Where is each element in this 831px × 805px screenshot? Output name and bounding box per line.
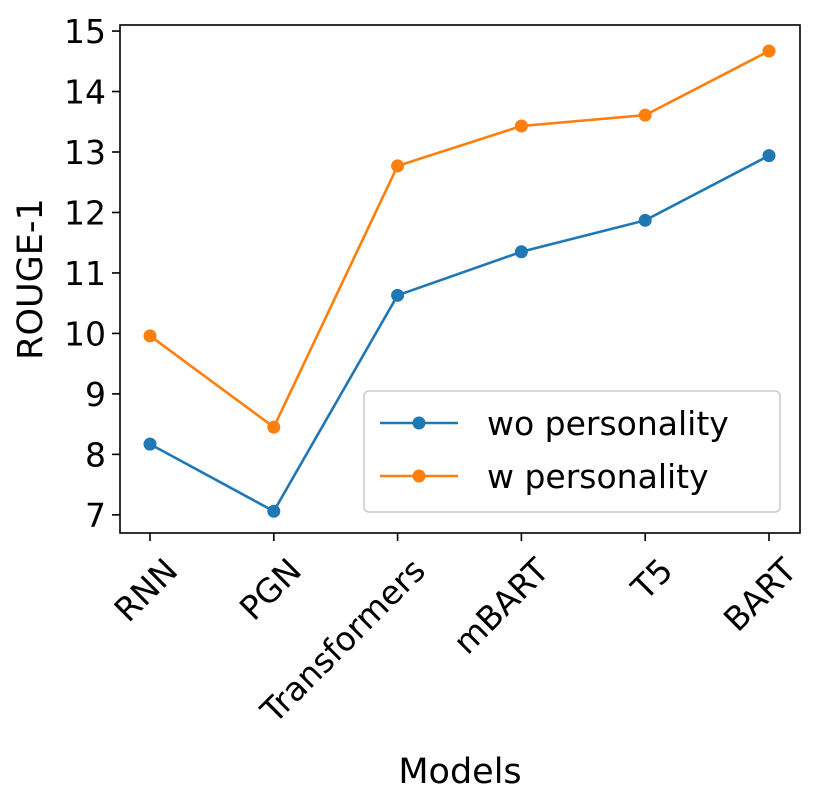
x-tick-label: mBART (446, 550, 558, 662)
data-point (762, 149, 776, 163)
y-tick-label: 12 (64, 193, 106, 232)
x-tick-label: PGN (232, 551, 309, 628)
x-axis-label: Models (398, 752, 521, 792)
data-point (267, 504, 281, 518)
data-point (762, 44, 776, 58)
y-tick-label: 11 (64, 254, 106, 293)
series-1 (143, 44, 776, 434)
data-point (514, 119, 528, 133)
y-tick-label: 15 (64, 12, 106, 51)
legend-label: wo personality (487, 404, 729, 443)
y-axis-label: ROUGE-1 (11, 198, 51, 360)
x-tick-label: T5 (623, 551, 680, 608)
x-tick-label: BART (716, 550, 805, 639)
y-tick-label: 13 (64, 133, 106, 172)
series-line (149, 154, 770, 513)
data-point (143, 329, 157, 343)
y-tick-label: 14 (64, 73, 106, 112)
legend-label: w personality (487, 457, 709, 496)
data-point (267, 420, 281, 434)
series-0 (143, 149, 776, 518)
y-axis-ticks: 7 8 9 10 11 12 13 14 15 (64, 12, 120, 535)
data-point (638, 108, 652, 122)
legend: wo personality w personality (363, 390, 781, 513)
data-point (391, 288, 405, 302)
legend-marker (412, 469, 426, 483)
y-tick-label: 10 (64, 314, 106, 353)
series-layer (143, 44, 776, 518)
data-point (391, 159, 405, 173)
plot-frame (119, 24, 801, 534)
data-point (143, 437, 157, 451)
series-line (149, 49, 770, 430)
y-tick-label: 9 (85, 375, 106, 414)
x-tick-label: RNN (106, 551, 185, 630)
data-point (514, 245, 528, 259)
legend-box (363, 390, 781, 513)
data-point (638, 213, 652, 227)
y-tick-label: 8 (85, 435, 106, 474)
legend-marker (412, 416, 426, 430)
y-tick-label: 7 (85, 496, 106, 535)
